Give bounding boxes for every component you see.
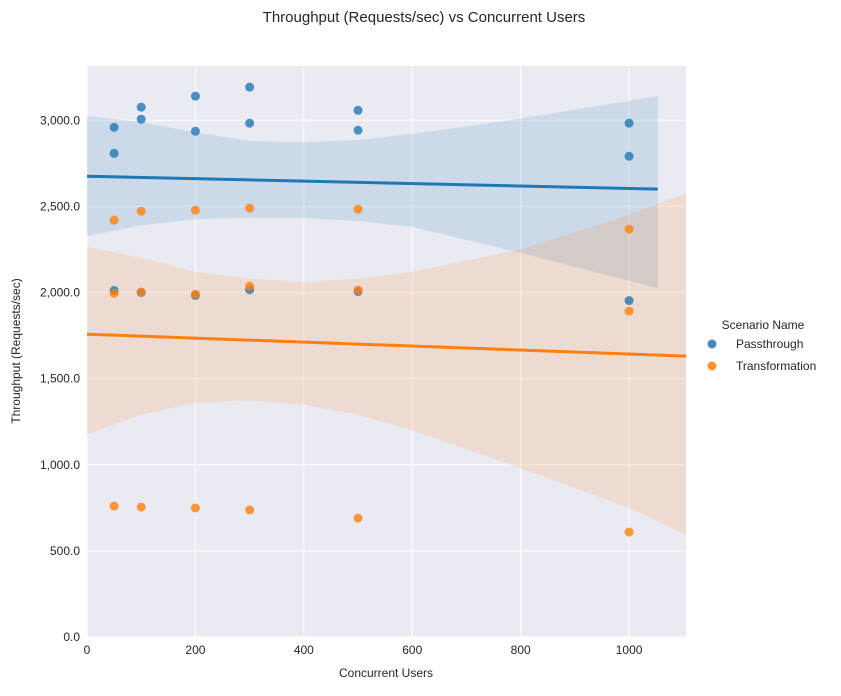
y-tick-label: 2,000.0 <box>40 286 80 300</box>
y-tick-label: 1,500.0 <box>40 372 80 386</box>
y-tick-label: 1,000.0 <box>40 458 80 472</box>
data-point-transformation <box>109 215 119 225</box>
data-point-transformation <box>190 503 200 513</box>
x-tick-label: 400 <box>294 643 314 657</box>
legend-label-transformation: Transformation <box>736 359 816 373</box>
x-tick-label: 200 <box>185 643 205 657</box>
chart-title: Throughput (Requests/sec) vs Concurrent … <box>263 9 586 26</box>
data-point-passthrough <box>190 91 200 101</box>
y-tick-label: 2,500.0 <box>40 199 80 213</box>
data-point-transformation <box>353 204 363 214</box>
confidence-band-passthrough <box>87 96 658 289</box>
x-tick-label: 600 <box>402 643 422 657</box>
data-point-transformation <box>624 527 634 537</box>
data-point-transformation <box>624 224 634 234</box>
data-point-transformation <box>109 288 119 298</box>
data-point-passthrough <box>624 118 634 128</box>
data-point-transformation <box>245 505 255 515</box>
data-point-transformation <box>353 285 363 295</box>
data-point-passthrough <box>353 105 363 115</box>
data-point-transformation <box>109 501 119 511</box>
legend-title: Scenario Name <box>722 318 805 332</box>
data-point-transformation <box>136 287 146 297</box>
data-point-transformation <box>353 513 363 523</box>
data-point-passthrough <box>245 118 255 128</box>
legend-marker-transformation <box>707 361 717 371</box>
regression-line-passthrough <box>86 174 658 191</box>
data-point-transformation <box>190 205 200 215</box>
confidence-band-transformation <box>87 193 686 536</box>
data-point-transformation <box>245 203 255 213</box>
x-tick-label: 800 <box>511 643 531 657</box>
y-tick-label: 500.0 <box>50 544 80 558</box>
data-point-passthrough <box>136 102 146 112</box>
data-point-passthrough <box>190 126 200 136</box>
y-axis-label: Throughput (Requests/sec) <box>9 278 23 423</box>
data-point-passthrough <box>109 122 119 132</box>
y-tick-label: 3,000.0 <box>40 113 80 127</box>
x-tick-label: 1000 <box>616 643 643 657</box>
x-tick-label: 0 <box>84 643 91 657</box>
data-point-transformation <box>136 206 146 216</box>
data-point-passthrough <box>353 125 363 135</box>
data-point-transformation <box>245 281 255 291</box>
data-point-passthrough <box>136 114 146 124</box>
data-point-passthrough <box>245 82 255 92</box>
data-point-transformation <box>136 502 146 512</box>
data-point-transformation <box>624 306 634 316</box>
regression-line-transformation <box>86 332 687 358</box>
legend-marker-passthrough <box>707 339 717 349</box>
x-axis-label: Concurrent Users <box>339 666 433 680</box>
data-point-passthrough <box>109 148 119 158</box>
legend: Scenario Name Passthrough Transformation <box>707 318 816 373</box>
data-point-passthrough <box>624 296 634 306</box>
y-tick-label: 0.0 <box>63 630 80 644</box>
legend-label-passthrough: Passthrough <box>736 337 803 351</box>
data-point-passthrough <box>624 151 634 161</box>
data-point-transformation <box>190 289 200 299</box>
